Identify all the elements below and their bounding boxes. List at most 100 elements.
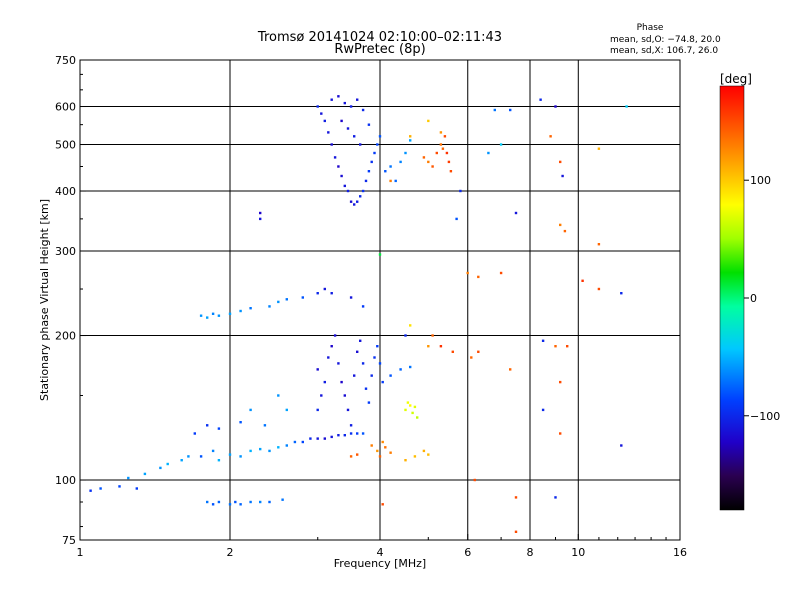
y-tick-label: 600	[55, 101, 76, 114]
echo-point	[404, 334, 407, 337]
echo-point	[316, 105, 319, 108]
colorbar-tick-label: −100	[750, 410, 780, 423]
echo-point	[118, 485, 121, 488]
echo-point	[493, 108, 496, 112]
echo-point	[439, 131, 443, 134]
echo-point	[343, 394, 346, 397]
echo-point	[620, 292, 623, 295]
echo-point	[228, 312, 232, 315]
echo-point	[228, 503, 232, 506]
echo-point	[320, 394, 323, 397]
y-tick-label: 100	[55, 474, 76, 487]
echo-point	[356, 453, 359, 456]
echo-point	[99, 487, 102, 490]
echo-point	[343, 184, 346, 188]
echo-point	[127, 476, 130, 480]
echo-point	[316, 408, 319, 412]
echo-point	[514, 496, 518, 499]
echo-point	[337, 95, 340, 98]
echo-point	[384, 170, 387, 173]
x-tick-label: 16	[673, 546, 687, 559]
echo-point	[370, 160, 373, 164]
echo-point	[370, 374, 373, 377]
echo-point	[514, 530, 518, 533]
x-tick-label: 2	[227, 546, 234, 559]
echo-point	[597, 147, 601, 150]
echo-point	[211, 312, 215, 315]
echo-point	[249, 500, 252, 504]
echo-point	[349, 424, 353, 427]
echo-point	[381, 503, 384, 506]
echo-point	[427, 345, 430, 348]
echo-point	[316, 368, 319, 371]
echo-point	[409, 324, 412, 327]
echo-point	[277, 394, 280, 397]
echo-point	[217, 427, 221, 430]
echo-point	[249, 408, 252, 412]
echo-point	[259, 447, 262, 451]
echo-point	[549, 135, 552, 138]
echo-point	[228, 453, 232, 456]
echo-point	[337, 434, 340, 437]
echo-point	[477, 350, 480, 353]
echo-point	[509, 368, 512, 371]
chart-title: Tromsø 20141024 02:10:00–02:11:43	[257, 30, 502, 45]
phase-stats-heading: Phase	[637, 23, 664, 33]
echo-point	[404, 151, 407, 155]
echo-point	[316, 437, 319, 440]
y-tick-label: 300	[55, 245, 76, 258]
echo-point	[353, 203, 356, 206]
echo-point	[356, 200, 359, 203]
echo-point	[211, 449, 215, 453]
echo-point	[337, 362, 340, 365]
echo-point	[422, 449, 426, 453]
echo-point	[330, 345, 333, 348]
echo-point	[447, 160, 451, 164]
echo-point	[389, 165, 392, 168]
echo-point	[376, 449, 379, 453]
echo-point	[340, 119, 343, 123]
echo-point	[376, 143, 379, 146]
echo-point	[563, 229, 567, 233]
echo-point	[268, 449, 271, 453]
echo-point	[206, 424, 209, 427]
echo-point	[514, 211, 518, 215]
echo-point	[323, 437, 326, 440]
chart-subtitle: RwPretec (8p)	[334, 42, 425, 57]
echo-point	[451, 350, 454, 353]
echo-point	[353, 374, 356, 377]
echo-point	[330, 292, 333, 295]
echo-point	[361, 362, 365, 365]
echo-point	[394, 179, 397, 183]
echo-point	[554, 345, 557, 348]
echo-point	[389, 374, 392, 377]
echo-point	[217, 459, 221, 462]
echo-point	[320, 112, 323, 115]
echo-point	[554, 105, 557, 108]
echo-point	[323, 119, 326, 123]
echo-point	[416, 416, 419, 419]
echo-point	[309, 437, 312, 440]
echo-point	[422, 156, 426, 159]
echo-point	[554, 496, 557, 499]
echo-point	[206, 500, 209, 504]
echo-point	[143, 472, 147, 476]
echo-point	[431, 334, 434, 337]
echo-point	[285, 408, 288, 412]
echo-point	[193, 432, 196, 435]
echo-point	[337, 165, 340, 168]
echo-point	[581, 279, 584, 282]
echo-point	[409, 135, 412, 138]
y-tick-label: 500	[55, 139, 76, 152]
echo-point	[180, 459, 183, 462]
echo-point	[268, 305, 271, 308]
echo-point	[263, 424, 267, 427]
echo-point	[346, 127, 350, 130]
echo-point	[427, 453, 430, 456]
x-tick-label: 6	[464, 546, 471, 559]
echo-point	[359, 339, 362, 342]
echo-point	[166, 462, 169, 466]
echo-point	[330, 435, 333, 439]
x-tick-label: 10	[571, 546, 585, 559]
echo-point	[477, 275, 480, 279]
